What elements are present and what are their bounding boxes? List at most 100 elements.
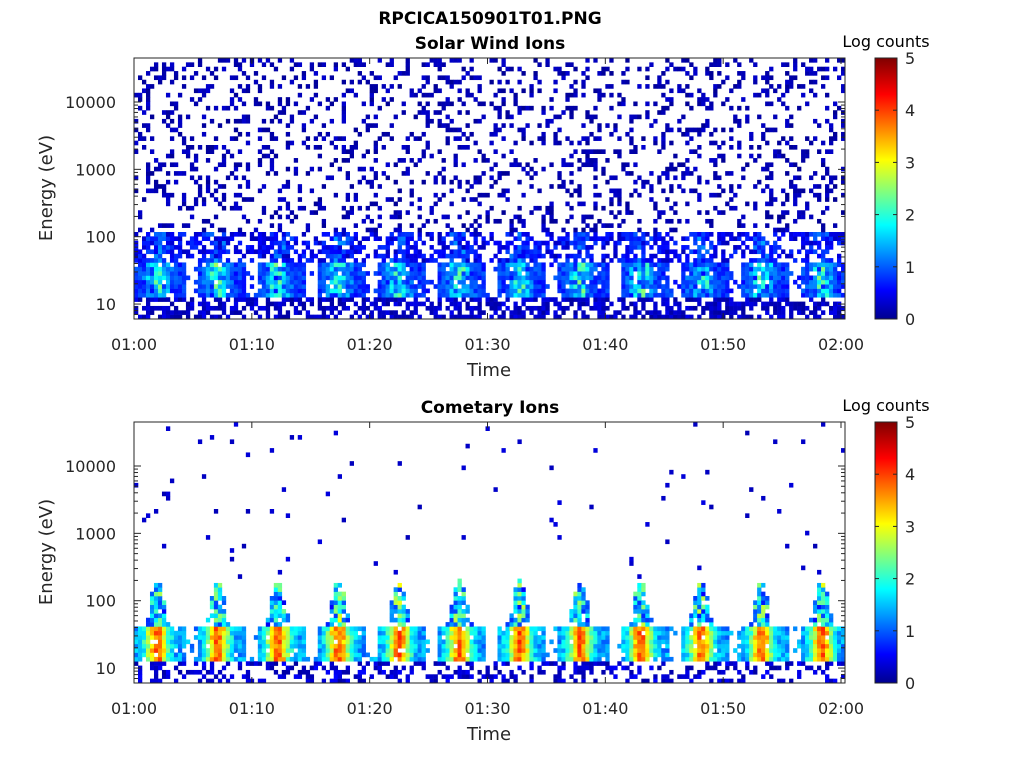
heat-cell (234, 631, 238, 636)
colorbar-tick-label: 0 (905, 310, 915, 329)
heat-cell (777, 149, 781, 154)
heat-cell (681, 88, 685, 93)
heat-cell (362, 306, 366, 311)
heat-cell (701, 271, 705, 276)
heat-cell (537, 249, 541, 254)
heat-cell (262, 232, 266, 237)
heat-cell (382, 644, 386, 649)
heat-cell (493, 93, 497, 98)
heat-cell (202, 88, 206, 93)
heat-cell (402, 110, 406, 115)
heat-cell (282, 197, 286, 202)
heat-cell (342, 644, 346, 649)
heat-cell (721, 267, 725, 272)
heat-cell (729, 206, 733, 211)
heat-cell (617, 197, 621, 202)
heat-cell (501, 302, 505, 307)
heat-cell (326, 132, 330, 137)
heat-cell (649, 62, 653, 67)
heat-cell (557, 71, 561, 76)
heat-cell (158, 613, 162, 618)
heat-cell (202, 474, 206, 479)
heat-cell (394, 310, 398, 315)
heat-cell (226, 653, 230, 658)
heat-cell (190, 236, 194, 241)
heat-cell (797, 232, 801, 237)
heat-cell (789, 180, 793, 185)
heat-cell (418, 657, 422, 662)
heat-cell (649, 189, 653, 194)
heat-cell (346, 648, 350, 653)
heat-cell (458, 254, 462, 259)
heat-cell (174, 280, 178, 285)
heat-cell (493, 241, 497, 246)
heat-cell (665, 293, 669, 298)
heat-cell (410, 670, 414, 675)
heat-cell (729, 310, 733, 315)
heat-cell (821, 271, 825, 276)
heat-cell (162, 193, 166, 198)
heat-cell (170, 276, 174, 281)
heat-cell (685, 267, 689, 272)
heat-cell (677, 162, 681, 167)
heat-cell (462, 223, 466, 228)
heat-cell (346, 175, 350, 180)
heat-cell (693, 297, 697, 302)
heat-cell (190, 670, 194, 675)
heat-cell (250, 197, 254, 202)
heat-cell (274, 631, 278, 636)
heat-cell (765, 80, 769, 85)
heat-cell (278, 223, 282, 228)
heat-cell (358, 262, 362, 267)
heat-cell (565, 93, 569, 98)
heat-cell (497, 106, 501, 111)
heat-cell (138, 210, 142, 215)
heat-cell (813, 93, 817, 98)
heat-cell (398, 289, 402, 294)
heat-cell (713, 310, 717, 315)
heat-cell (394, 644, 398, 649)
heat-cell (286, 635, 290, 640)
heat-cell (749, 236, 753, 241)
heat-cell (394, 258, 398, 263)
heat-cell (394, 653, 398, 658)
heat-cell (242, 262, 246, 267)
heat-cell (350, 210, 354, 215)
heat-cell (170, 110, 174, 115)
heat-cell (382, 262, 386, 267)
heat-cell (605, 284, 609, 289)
heat-cell (513, 93, 517, 98)
heat-cell (150, 297, 154, 302)
heat-cell (561, 184, 565, 189)
heat-cell (330, 657, 334, 662)
heat-cell (541, 241, 545, 246)
heat-cell (729, 276, 733, 281)
heat-cell (162, 613, 166, 618)
heat-cell (222, 648, 226, 653)
heat-cell (785, 302, 789, 307)
heat-cell (270, 289, 274, 294)
heat-cell (206, 149, 210, 154)
heat-cell (154, 189, 158, 194)
heat-cell (258, 262, 262, 267)
heat-cell (438, 640, 442, 645)
heat-cell (314, 666, 318, 671)
heat-cell (593, 193, 597, 198)
heat-cell (270, 267, 274, 272)
heat-cell (645, 280, 649, 285)
heat-cell (198, 249, 202, 254)
heat-cell (418, 284, 422, 289)
heat-cell (190, 162, 194, 167)
heat-cell (150, 648, 154, 653)
heat-cell (785, 119, 789, 124)
heat-cell (138, 249, 142, 254)
heat-cell (202, 302, 206, 307)
heat-cell (382, 97, 386, 102)
heat-cell (438, 280, 442, 285)
heat-cell (529, 236, 533, 241)
heat-cell (162, 657, 166, 662)
heat-cell (533, 241, 537, 246)
heat-cell (466, 267, 470, 272)
heat-cell (318, 657, 322, 662)
